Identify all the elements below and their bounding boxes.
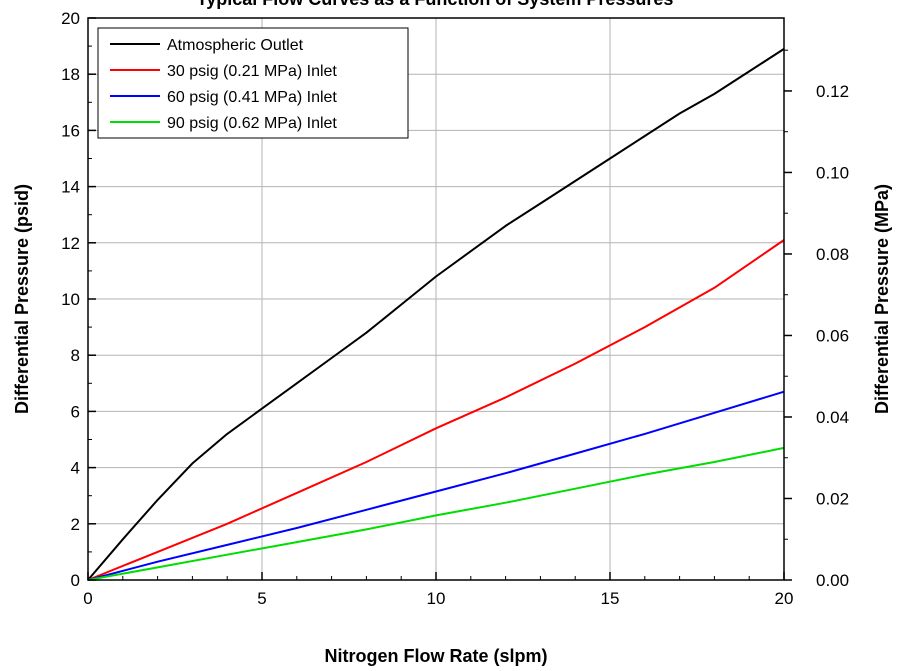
- y2-tick-label: 0.10: [816, 163, 849, 182]
- y2-tick-label: 0.04: [816, 408, 849, 427]
- legend: Atmospheric Outlet 30 psig (0.21 MPa) Inl…: [97, 27, 409, 139]
- data-series: [87, 48, 785, 581]
- legend-label: 30 psig (0.21 MPa) Inlet: [167, 63, 337, 80]
- legend-label: 90 psig (0.62 MPa) Inlet: [167, 115, 337, 132]
- y-tick-label: 20: [61, 9, 80, 28]
- y2-tick-label: 0.12: [816, 82, 849, 101]
- y-tick-label: 2: [71, 515, 80, 534]
- series-line-1: [87, 48, 785, 581]
- y-tick-label: 18: [61, 65, 80, 84]
- series-line-4: [87, 446, 785, 581]
- y-tick-label: 10: [61, 290, 80, 309]
- chart-title: Typical Flow Curves as a Function of Sys…: [197, 0, 674, 9]
- y-tick-label: 8: [71, 346, 80, 365]
- y2-tick-label: 0.02: [816, 489, 849, 508]
- y-tick-label: 12: [61, 234, 80, 253]
- legend-label: 60 psig (0.41 MPa) Inlet: [167, 89, 337, 106]
- x-tick-label: 0: [83, 589, 92, 608]
- y-axis-left: 0 2 4 6 8 10 12 14 16 18 20: [61, 9, 96, 590]
- y-tick-label: 6: [71, 402, 80, 421]
- y2-tick-label: 0.00: [816, 571, 849, 590]
- x-tick-label: 20: [775, 589, 794, 608]
- y2-tick-label: 0.08: [816, 245, 849, 264]
- x-tick-label: 5: [257, 589, 266, 608]
- x-tick-label: 15: [601, 589, 620, 608]
- y-axis-title-right: Differential Pressure (MPa): [872, 184, 892, 414]
- y-axis-right: 0.00 0.02 0.04 0.06 0.08 0.10 0.12: [784, 49, 849, 590]
- legend-box: [97, 27, 409, 139]
- x-axis: 0 5 10 15 20: [83, 572, 793, 608]
- x-axis-title: Nitrogen Flow Rate (slpm): [324, 646, 547, 666]
- series-line-3: [87, 390, 785, 581]
- y2-tick-label: 0.06: [816, 326, 849, 345]
- y-tick-label: 16: [61, 121, 80, 140]
- y-tick-label: 0: [71, 571, 80, 590]
- series-line-2: [87, 239, 785, 581]
- y-axis-title-left: Differential Pressure (psid): [12, 184, 32, 414]
- y-tick-label: 4: [71, 459, 80, 478]
- x-tick-label: 10: [427, 589, 446, 608]
- y-tick-label: 14: [61, 178, 80, 197]
- legend-label: Atmospheric Outlet: [167, 37, 304, 54]
